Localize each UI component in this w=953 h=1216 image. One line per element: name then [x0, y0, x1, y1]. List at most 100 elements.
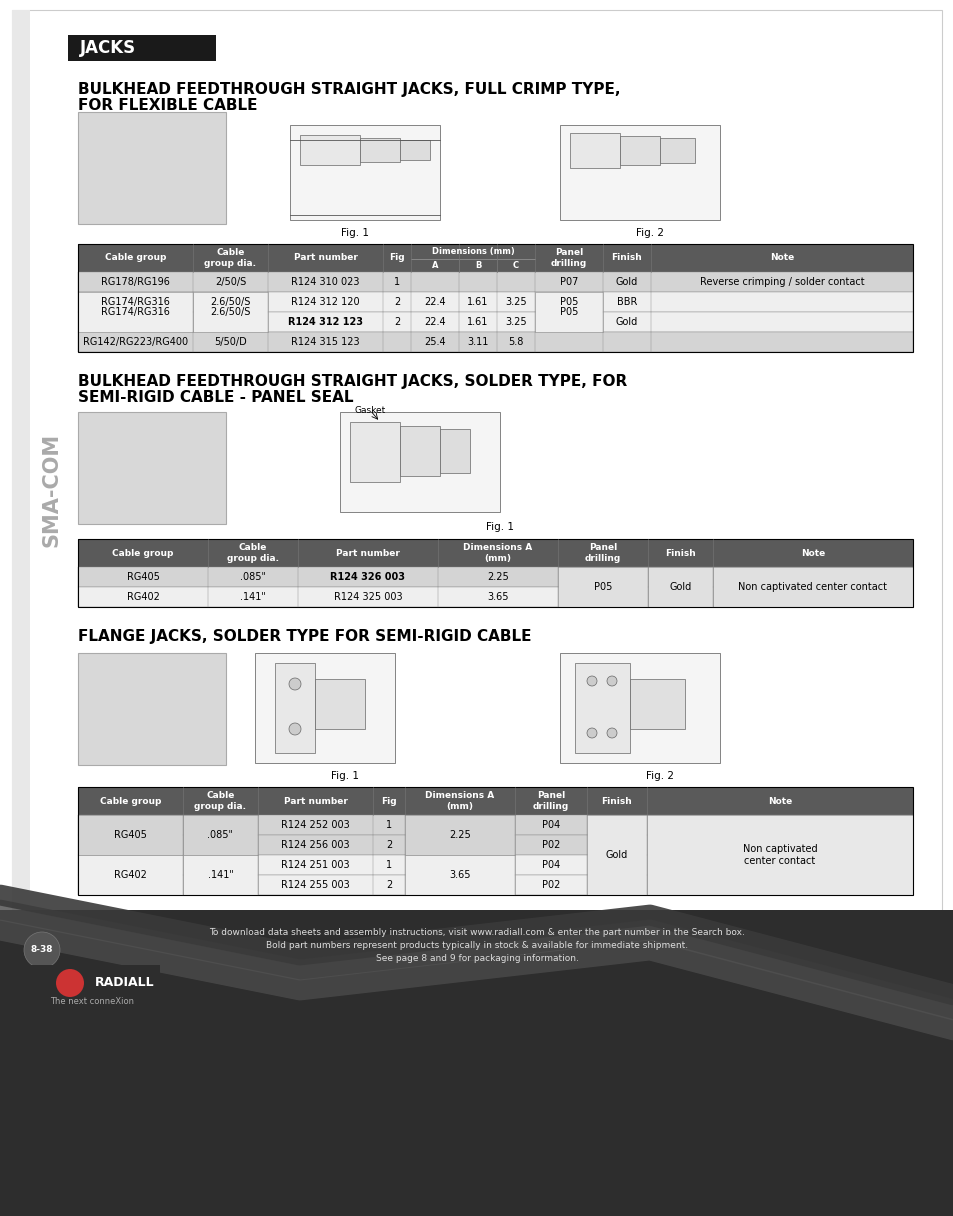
Text: .085": .085"	[208, 831, 233, 840]
Bar	[619, 136, 659, 165]
Text: 5.8: 5.8	[508, 337, 523, 347]
Bar	[314, 679, 365, 730]
Bar	[78, 815, 912, 835]
Text: C: C	[513, 261, 518, 270]
Bar	[78, 539, 912, 567]
Text: FOR FLEXIBLE CABLE: FOR FLEXIBLE CABLE	[78, 98, 257, 113]
Bar	[659, 137, 695, 163]
Bar	[0, 910, 953, 1216]
Text: Note: Note	[800, 548, 824, 557]
Bar	[193, 292, 268, 332]
Text: RG402: RG402	[114, 869, 147, 880]
Text: R124 325 003: R124 325 003	[334, 592, 402, 602]
Text: 8-38: 8-38	[30, 946, 53, 955]
Text: P05: P05	[593, 582, 612, 592]
Bar	[78, 876, 912, 895]
Text: Cable
group dia.: Cable group dia.	[194, 792, 246, 811]
Text: Dimensions A
(mm): Dimensions A (mm)	[463, 544, 532, 563]
Text: 2: 2	[394, 317, 399, 327]
Text: Gold: Gold	[669, 582, 691, 592]
Bar	[299, 135, 359, 165]
Text: 1.61: 1.61	[467, 317, 488, 327]
Text: 2.25: 2.25	[449, 831, 471, 840]
Bar	[78, 787, 912, 815]
Text: BBR: BBR	[617, 297, 637, 306]
Text: Part number: Part number	[283, 796, 347, 805]
Text: P05: P05	[559, 306, 578, 317]
Circle shape	[606, 676, 617, 686]
Bar	[712, 567, 912, 607]
Text: P04: P04	[541, 860, 559, 869]
Bar	[78, 855, 912, 876]
Text: SEMI-RIGID CABLE - PANEL SEAL: SEMI-RIGID CABLE - PANEL SEAL	[78, 390, 354, 405]
Text: R124 255 003: R124 255 003	[281, 880, 350, 890]
Text: RG174/RG316: RG174/RG316	[101, 297, 170, 306]
Text: B: B	[475, 261, 480, 270]
Text: Cable
group dia.: Cable group dia.	[204, 248, 256, 268]
Text: R124 310 023: R124 310 023	[291, 277, 359, 287]
Text: 2.6/50/S: 2.6/50/S	[210, 297, 251, 306]
Text: 2: 2	[385, 880, 392, 890]
Bar	[359, 137, 399, 162]
Text: 3.65: 3.65	[487, 592, 508, 602]
Bar	[405, 855, 515, 895]
Text: 2: 2	[394, 297, 399, 306]
Text: Cable group: Cable group	[105, 253, 166, 263]
Text: .141": .141"	[240, 592, 266, 602]
Bar	[68, 35, 215, 61]
Text: Fig. 1: Fig. 1	[485, 522, 514, 533]
Bar	[399, 140, 430, 161]
Text: BULKHEAD FEEDTHROUGH STRAIGHT JACKS, SOLDER TYPE, FOR: BULKHEAD FEEDTHROUGH STRAIGHT JACKS, SOL…	[78, 375, 626, 389]
Text: Cable group: Cable group	[112, 548, 173, 557]
Bar	[405, 815, 515, 855]
Circle shape	[56, 969, 84, 997]
Text: Cable
group dia.: Cable group dia.	[227, 544, 278, 563]
Text: Non captivated center contact: Non captivated center contact	[738, 582, 886, 592]
Text: .141": .141"	[208, 869, 233, 880]
Bar	[78, 292, 193, 332]
Text: RG174/RG316: RG174/RG316	[101, 306, 170, 317]
Text: 25.4: 25.4	[424, 337, 445, 347]
Bar	[78, 112, 226, 224]
Text: RADIALL: RADIALL	[95, 976, 154, 990]
Text: P02: P02	[541, 880, 559, 890]
Text: Panel
drilling: Panel drilling	[550, 248, 586, 268]
Bar	[78, 292, 912, 313]
Bar	[559, 653, 720, 762]
Bar	[78, 653, 226, 765]
Bar	[535, 292, 602, 332]
Bar	[78, 244, 912, 351]
Text: 1: 1	[386, 860, 392, 869]
Bar	[30, 966, 160, 1010]
Bar	[78, 787, 912, 895]
Text: .085": .085"	[240, 572, 266, 582]
Bar	[350, 422, 399, 482]
Text: Part number: Part number	[335, 548, 399, 557]
Bar	[439, 429, 470, 473]
Bar	[274, 663, 314, 753]
Bar	[339, 412, 499, 512]
Text: RG402: RG402	[127, 592, 159, 602]
Text: Gold: Gold	[616, 277, 638, 287]
Text: Gold: Gold	[616, 317, 638, 327]
Text: R124 312 120: R124 312 120	[291, 297, 359, 306]
Bar	[254, 653, 395, 762]
Bar	[399, 426, 439, 475]
Text: BULKHEAD FEEDTHROUGH STRAIGHT JACKS, FULL CRIMP TYPE,: BULKHEAD FEEDTHROUGH STRAIGHT JACKS, FUL…	[78, 81, 619, 97]
Bar	[78, 244, 912, 272]
Bar	[646, 815, 912, 895]
Text: 1: 1	[386, 820, 392, 831]
Text: Non captivated
center contact: Non captivated center contact	[741, 844, 817, 866]
Text: The next conneXion: The next conneXion	[50, 996, 133, 1006]
Text: Finish: Finish	[664, 548, 695, 557]
Text: Fig. 2: Fig. 2	[636, 229, 663, 238]
Text: RG142/RG223/RG400: RG142/RG223/RG400	[83, 337, 188, 347]
Text: Gold: Gold	[605, 850, 627, 860]
Text: 3.11: 3.11	[467, 337, 488, 347]
Text: Fig. 2: Fig. 2	[645, 771, 673, 781]
Circle shape	[586, 676, 597, 686]
Text: R124 315 123: R124 315 123	[291, 337, 359, 347]
Text: SMA-COM: SMA-COM	[42, 433, 62, 547]
Text: Fig. 1: Fig. 1	[340, 229, 369, 238]
Text: Part number: Part number	[294, 253, 357, 263]
